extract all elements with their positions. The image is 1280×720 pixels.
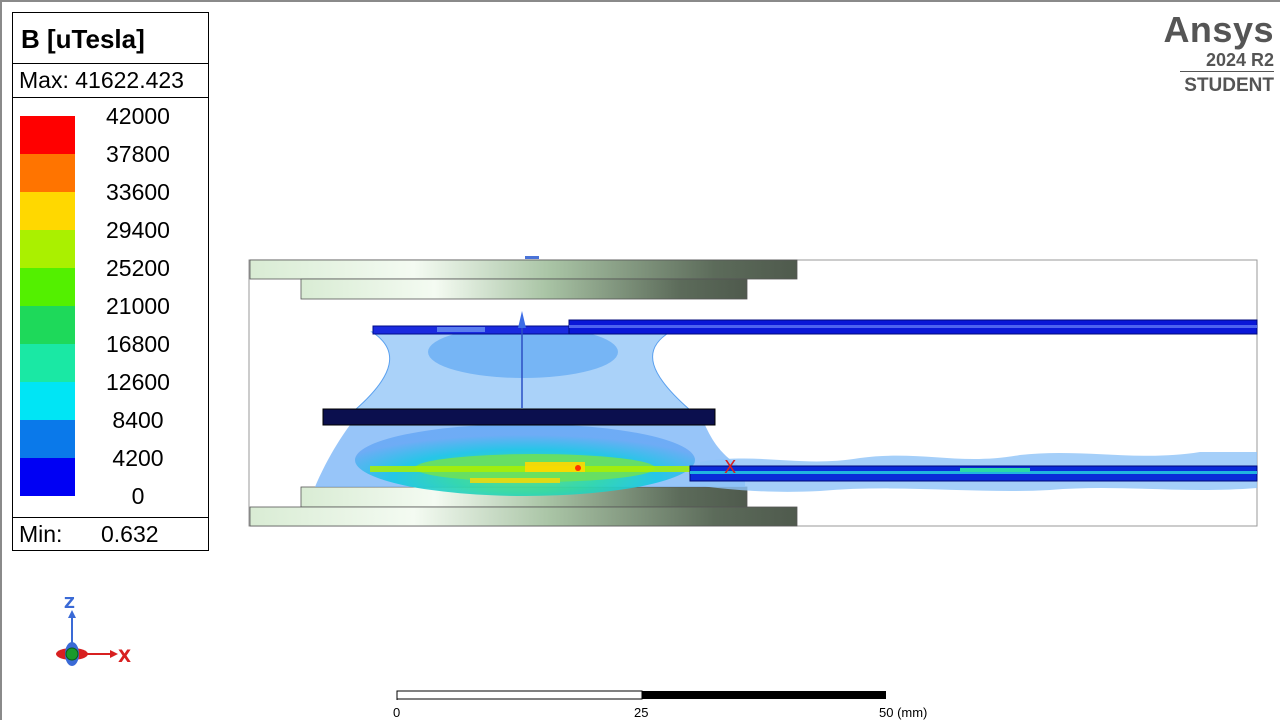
legend-tick-label: 29400 bbox=[106, 217, 170, 243]
coordinate-triad[interactable]: Z X bbox=[44, 590, 154, 680]
legend-tick-label: 16800 bbox=[106, 331, 170, 357]
legend-swatch bbox=[20, 230, 75, 268]
field-peak-dot bbox=[575, 465, 581, 471]
legend-swatch bbox=[20, 382, 75, 420]
legend-tick-label: 21000 bbox=[106, 293, 170, 319]
legend-tick-label: 12600 bbox=[106, 369, 170, 395]
scale-bar-graphic bbox=[396, 690, 886, 700]
lower-outer-plate bbox=[249, 506, 798, 527]
legend-tick-label: 0 bbox=[131, 483, 145, 509]
triad-z-arrow bbox=[68, 610, 76, 618]
legend-tick-label: 25200 bbox=[106, 255, 170, 281]
legend-tick-label: 8400 bbox=[112, 407, 164, 433]
legend-tick-label: 37800 bbox=[106, 141, 170, 167]
brand-version: 2024 R2 bbox=[1179, 50, 1274, 72]
legend-tick-label: 33600 bbox=[106, 179, 170, 205]
field-hotspot-yellow bbox=[525, 462, 585, 472]
scale-bar: 0 25 50 (mm) bbox=[390, 686, 950, 720]
scale-bar-label-50: 50 (mm) bbox=[879, 705, 928, 720]
legend-min: Min: 0.632 bbox=[12, 517, 209, 551]
legend-tick-label: 4200 bbox=[112, 445, 164, 471]
legend-min-value: 0.632 bbox=[101, 521, 159, 547]
legend-min-label: Min: bbox=[19, 521, 63, 547]
legend-tick-label: 42000 bbox=[106, 103, 170, 129]
triad-origin-sphere bbox=[65, 647, 79, 661]
legend-swatch bbox=[20, 458, 75, 496]
legend-swatch bbox=[20, 154, 75, 192]
scale-bar-first-half bbox=[396, 690, 643, 700]
brand-edition: STUDENT bbox=[1184, 75, 1274, 96]
legend-swatch bbox=[20, 306, 75, 344]
lower-conductor-highlight bbox=[960, 468, 1030, 472]
ansys-branding: Ansys 2024 R2 STUDENT bbox=[1163, 10, 1274, 98]
legend-color-scale: 42000 37800 33600 29400 25200 21000 1680… bbox=[12, 98, 209, 518]
legend-swatch bbox=[20, 192, 75, 230]
viewport-left-border bbox=[0, 0, 2, 720]
legend-title: B [uTesla] bbox=[12, 12, 209, 64]
scale-bar-label-25: 25 bbox=[634, 705, 649, 720]
field-hotspot-yellow-low bbox=[470, 478, 560, 483]
origin-z-marker bbox=[525, 256, 539, 259]
triad-x-label: X bbox=[118, 647, 131, 667]
legend-max: Max: 41622.423 bbox=[12, 64, 209, 98]
field-cloud-core-upper bbox=[428, 326, 618, 378]
brand-name: Ansys bbox=[1163, 9, 1274, 50]
legend-swatch bbox=[20, 116, 75, 154]
scale-bar-label-0: 0 bbox=[393, 705, 401, 720]
lower-conductor-stripe bbox=[690, 471, 1257, 474]
viewport-top-border bbox=[0, 0, 1280, 2]
origin-x-marker: X bbox=[724, 457, 736, 478]
probe-tip bbox=[518, 311, 526, 328]
scale-bar-second-half bbox=[642, 691, 886, 699]
triad-x-arrow bbox=[110, 650, 118, 658]
upper-conductor-stripe bbox=[569, 325, 1257, 328]
triad-z-label: Z bbox=[64, 594, 75, 612]
middle-dark-plate bbox=[322, 408, 716, 426]
upper-inner-plate bbox=[300, 278, 748, 300]
upper-conductor-segment bbox=[437, 327, 485, 332]
legend-swatch bbox=[20, 420, 75, 458]
legend-swatch bbox=[20, 344, 75, 382]
upper-outer-plate bbox=[249, 259, 798, 280]
legend-swatch bbox=[20, 268, 75, 306]
